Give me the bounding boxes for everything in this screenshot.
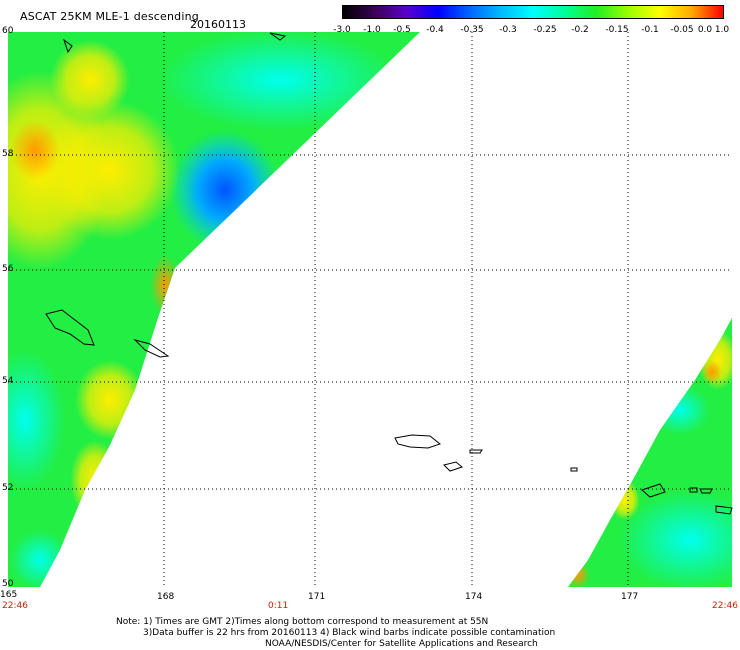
lon-label: 168 [157,592,175,602]
scale-label: 0.0 [697,25,713,35]
scale-label: -0.15 [605,25,629,35]
scale-label: -0.25 [533,25,557,35]
scale-label: -0.3 [499,25,517,35]
lon-label: 174 [465,592,483,602]
lon-label: 165 [0,590,18,600]
swath-right [568,318,732,587]
swath-left [8,32,420,587]
note-line-3: NOAA/NESDIS/Center for Satellite Applica… [265,639,538,649]
lat-label: 56 [2,264,14,274]
note-line-2: 3)Data buffer is 22 hrs from 20160113 4)… [143,628,556,638]
scale-label: -0.4 [426,25,444,35]
scale-label: -0.5 [393,25,411,35]
lat-label: 54 [2,376,14,386]
scale-label: 1.0 [714,25,730,35]
map-title: ASCAT 25KM MLE-1 descending [20,10,199,23]
time-left: 22:46 [2,601,28,611]
scale-label: -0.1 [641,25,659,35]
color-scale-labels: -3.0 -1.0 -0.5 -0.4 -0.35 -0.3 -0.25 -0.… [330,25,730,39]
time-right: 22:46 [712,601,738,611]
lat-label: 52 [2,483,14,493]
lon-label: 171 [308,592,326,602]
note-line-1: Note: 1) Times are GMT 2)Times along bot… [116,617,489,627]
lat-label: 58 [2,149,14,159]
scale-label: -1.0 [363,25,381,35]
time-mid: 0:11 [268,601,289,611]
lat-label: 50 [2,579,14,589]
scale-label: -0.2 [571,25,589,35]
lon-label: 177 [621,592,639,602]
color-scale-bar [342,5,724,19]
scale-label: -0.35 [460,25,484,35]
scale-label: -0.05 [670,25,694,35]
map-date: 20160113 [190,18,246,31]
scale-label: -3.0 [333,25,351,35]
lat-lon-grid [8,32,732,587]
lat-label: 60 [2,26,14,36]
